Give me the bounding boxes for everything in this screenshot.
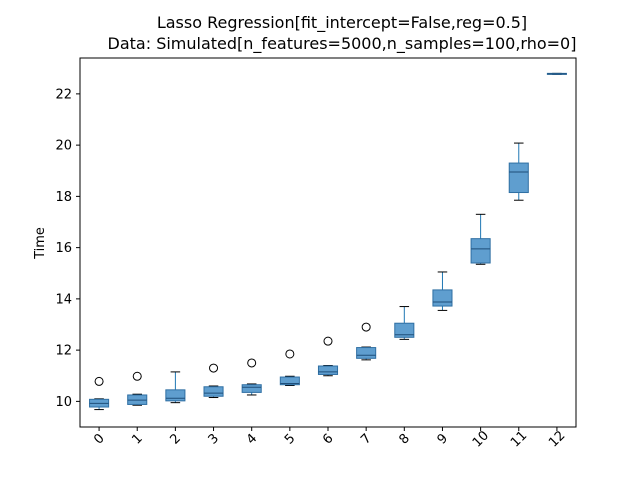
x-tick-label: 0 xyxy=(91,431,107,447)
flier-point xyxy=(209,363,219,373)
x-tick-label: 3 xyxy=(206,431,222,447)
box-7 xyxy=(356,347,377,359)
box-9 xyxy=(432,289,453,307)
y-tick-label: 22 xyxy=(55,87,72,102)
x-tick-label: 12 xyxy=(546,428,568,450)
x-tick-label: 7 xyxy=(358,431,374,447)
y-tick-label: 12 xyxy=(55,344,72,359)
box-10 xyxy=(470,238,491,264)
flier-point xyxy=(132,371,142,381)
box-2 xyxy=(165,389,186,402)
x-tick-label: 10 xyxy=(470,428,492,450)
box-5 xyxy=(279,376,300,386)
y-tick-label: 10 xyxy=(55,395,72,410)
y-tick-label: 16 xyxy=(55,241,72,256)
box-11 xyxy=(508,162,529,194)
flier-point xyxy=(285,349,295,359)
flier-point xyxy=(94,376,104,386)
x-tick-label: 11 xyxy=(508,428,530,450)
x-tick-label: 5 xyxy=(282,431,298,447)
y-tick-label: 14 xyxy=(55,292,72,307)
box-3 xyxy=(203,386,224,397)
plot-frame xyxy=(79,57,577,428)
y-axis-label: Time xyxy=(33,227,48,260)
y-tick-label: 18 xyxy=(55,190,72,205)
box-8 xyxy=(394,322,415,338)
flier-point xyxy=(323,336,333,346)
x-tick-label: 6 xyxy=(320,431,336,447)
chart-title-line2: Data: Simulated[n_features=5000,n_sample… xyxy=(108,34,577,54)
x-tick-label: 1 xyxy=(129,431,145,447)
flier-point xyxy=(247,358,257,368)
box-6 xyxy=(317,365,339,375)
x-tick-label: 4 xyxy=(244,431,260,447)
x-tick-label: 8 xyxy=(396,431,412,447)
x-tick-label: 9 xyxy=(435,431,451,447)
y-tick-label: 20 xyxy=(55,139,72,154)
box-4 xyxy=(241,384,262,393)
x-tick-label: 2 xyxy=(168,431,184,447)
chart-title-line1: Lasso Regression[fit_intercept=False,reg… xyxy=(157,13,527,33)
flier-point xyxy=(361,322,371,332)
